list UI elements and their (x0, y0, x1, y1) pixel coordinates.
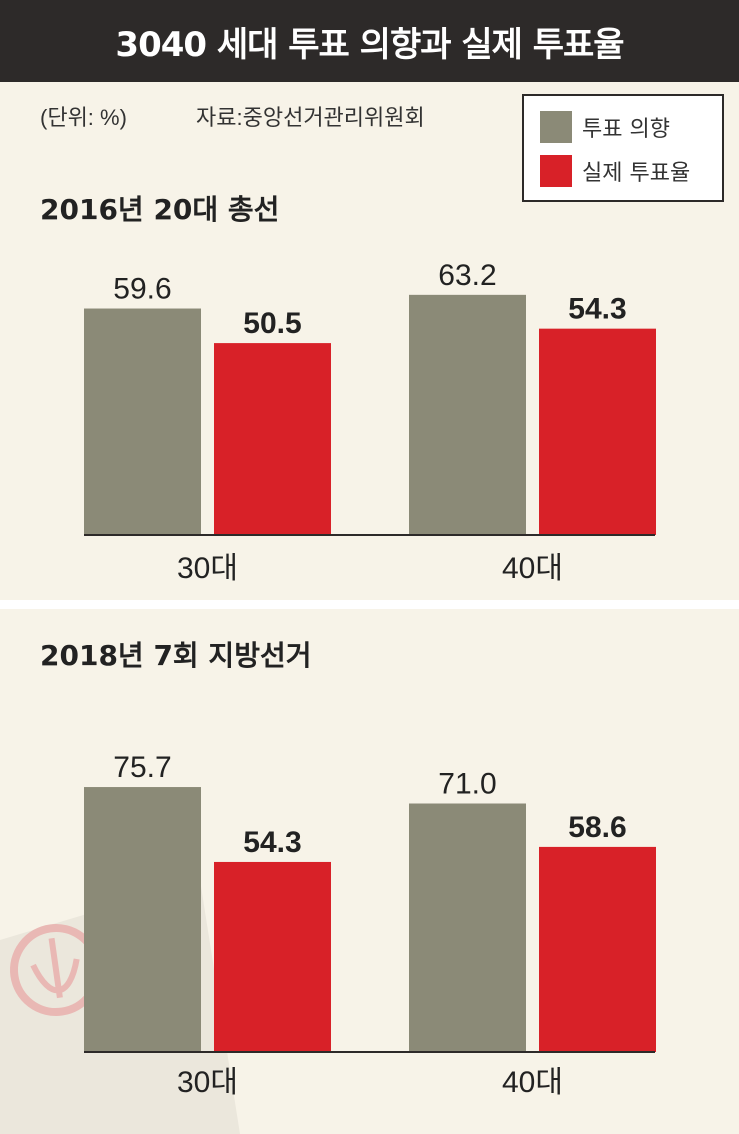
category-label-40s: 40대 (502, 1066, 563, 1099)
unit-note: (단위: %) (40, 105, 127, 130)
bar-intent-30s (84, 787, 201, 1052)
legend-item-actual: 실제 투표율 (540, 154, 690, 188)
value-label-actual-40s: 54.3 (568, 293, 626, 326)
legend-label-intent: 투표 의향 (582, 117, 670, 142)
bar-actual-30s (214, 343, 331, 535)
bar-actual-40s (539, 846, 656, 1052)
legend-swatch-intent (540, 111, 572, 143)
legend: 투표 의향 실제 투표율 (522, 94, 724, 202)
category-label-40s: 40대 (502, 552, 563, 585)
value-label-intent-30s: 59.6 (113, 273, 171, 306)
source-note: 자료:중앙선거관리위원회 (196, 105, 425, 130)
bar-intent-30s (84, 308, 201, 535)
legend-item-intent: 투표 의향 (540, 110, 670, 144)
category-label-30s: 30대 (177, 1066, 238, 1099)
chart-2-title: 2018년 7회 지방선거 (40, 639, 312, 672)
bar-actual-40s (539, 328, 656, 535)
value-label-actual-40s: 58.6 (568, 811, 626, 844)
legend-swatch-actual (540, 155, 572, 187)
bar-actual-30s (214, 861, 331, 1052)
category-label-30s: 30대 (177, 552, 238, 585)
value-label-intent-30s: 75.7 (113, 751, 171, 784)
chart-1-title: 2016년 20대 총선 (40, 193, 280, 226)
section-divider (0, 600, 739, 609)
chart-2018-local-election: 75.7 54.3 30대 71.0 58.6 40대 (84, 751, 656, 1099)
bar-intent-40s (409, 294, 526, 535)
legend-label-actual: 실제 투표율 (582, 161, 691, 186)
bar-intent-40s (409, 803, 526, 1052)
chart-2016-general-election: 59.6 50.5 30대 63.2 54.3 40대 (84, 259, 656, 585)
chart-title-banner: 3040 세대 투표 의향과 실제 투표율 (0, 0, 739, 82)
value-label-intent-40s: 63.2 (438, 259, 496, 292)
value-label-actual-30s: 50.5 (243, 307, 301, 340)
page-title: 3040 세대 투표 의향과 실제 투표율 (115, 24, 624, 65)
value-label-intent-40s: 71.0 (438, 768, 496, 801)
value-label-actual-30s: 54.3 (243, 826, 301, 859)
